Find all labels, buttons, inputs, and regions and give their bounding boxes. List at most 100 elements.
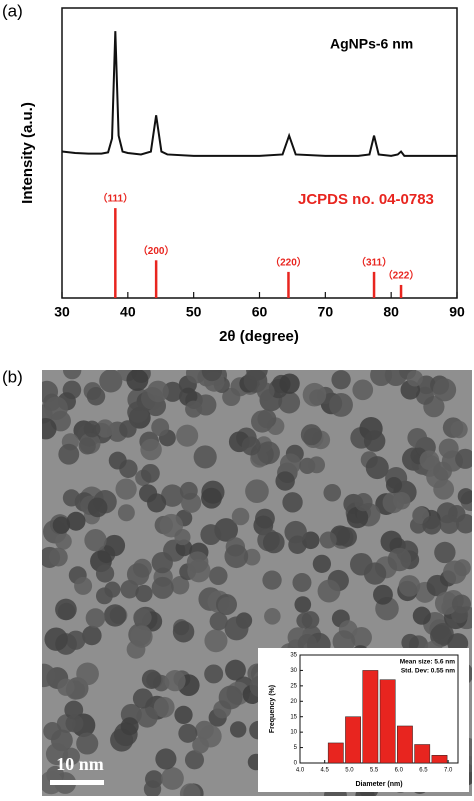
particle <box>153 696 175 718</box>
particle <box>147 380 169 403</box>
x-tick-label: 40 <box>120 304 136 320</box>
particle <box>407 428 428 448</box>
particle <box>164 670 186 692</box>
particle <box>58 443 80 465</box>
particle <box>412 606 431 625</box>
y-axis-label: Frequency (%) <box>269 685 276 733</box>
histogram-bar <box>431 755 448 764</box>
particle <box>264 608 281 625</box>
particle <box>179 783 201 796</box>
particle <box>224 616 249 641</box>
annotation: AgNPs-6 nm <box>330 36 413 52</box>
particle <box>136 706 158 728</box>
particle <box>224 544 249 569</box>
particle <box>55 532 72 550</box>
particle <box>251 410 274 433</box>
particle <box>279 453 302 475</box>
histogram-bar <box>397 725 413 764</box>
particle <box>231 507 250 526</box>
particle <box>204 629 228 653</box>
particle <box>363 430 386 452</box>
particle <box>95 419 115 438</box>
x-tick-label: 30 <box>54 304 70 320</box>
particle <box>95 564 115 583</box>
y-tick-label: 15 <box>290 714 297 720</box>
particle <box>415 386 434 405</box>
particle <box>86 387 106 406</box>
particle <box>450 420 468 439</box>
particle <box>245 479 269 504</box>
particle <box>84 529 107 552</box>
particle <box>74 576 93 595</box>
particle <box>201 370 223 382</box>
particle <box>255 508 275 529</box>
particle <box>382 491 404 514</box>
particle <box>108 451 127 470</box>
x-axis-label: 2θ (degree) <box>219 328 299 345</box>
particle <box>48 547 68 567</box>
particle <box>422 515 442 535</box>
particle <box>229 721 247 738</box>
particle <box>126 563 150 586</box>
particle <box>209 612 228 631</box>
particle <box>308 456 326 474</box>
x-tick-label: 5.0 <box>345 768 354 774</box>
particle <box>385 477 403 494</box>
particle <box>87 497 108 518</box>
particle <box>243 548 261 566</box>
particle <box>115 478 137 500</box>
particle <box>76 732 99 755</box>
particle <box>45 742 69 766</box>
histogram-bar <box>327 742 344 764</box>
y-tick-label: 25 <box>290 683 297 689</box>
particle <box>292 572 312 593</box>
y-tick-label: 30 <box>290 668 297 674</box>
particle <box>257 441 280 465</box>
particle <box>433 461 452 481</box>
particle <box>42 663 56 688</box>
particle <box>225 659 246 681</box>
particle <box>346 506 369 529</box>
particle <box>179 481 198 500</box>
particle <box>432 378 457 402</box>
particle <box>151 576 174 599</box>
particle <box>193 445 217 469</box>
x-tick-label: 6.5 <box>419 768 428 774</box>
particle <box>262 531 285 554</box>
particle <box>323 483 342 502</box>
particle <box>130 625 153 648</box>
particle <box>387 547 412 572</box>
particle <box>199 724 222 748</box>
particle <box>201 487 222 509</box>
particle <box>127 401 149 423</box>
y-tick-label: 35 <box>290 653 297 659</box>
particle <box>170 576 190 595</box>
particle <box>104 581 121 598</box>
particle <box>332 630 356 653</box>
particle <box>141 669 162 689</box>
particle <box>143 780 162 796</box>
particle <box>103 534 126 557</box>
particle <box>401 633 419 652</box>
particle <box>296 612 313 629</box>
x-axis-label: Diameter (nm) <box>355 781 402 788</box>
particle <box>82 625 102 646</box>
particle <box>354 493 373 512</box>
particle <box>275 471 295 491</box>
particle <box>119 420 137 438</box>
panel-label: (b) <box>2 367 23 386</box>
particle <box>451 594 471 614</box>
peak-label: （311） <box>356 256 392 269</box>
particle <box>256 382 275 401</box>
histogram-bar <box>345 716 361 764</box>
particle <box>373 584 393 605</box>
particle <box>135 584 153 603</box>
particle <box>147 493 167 513</box>
particle <box>140 438 162 461</box>
particle <box>262 570 282 590</box>
particle <box>302 382 327 407</box>
particle <box>62 370 82 380</box>
particle <box>406 370 423 387</box>
x-tick-label: 80 <box>383 304 399 320</box>
